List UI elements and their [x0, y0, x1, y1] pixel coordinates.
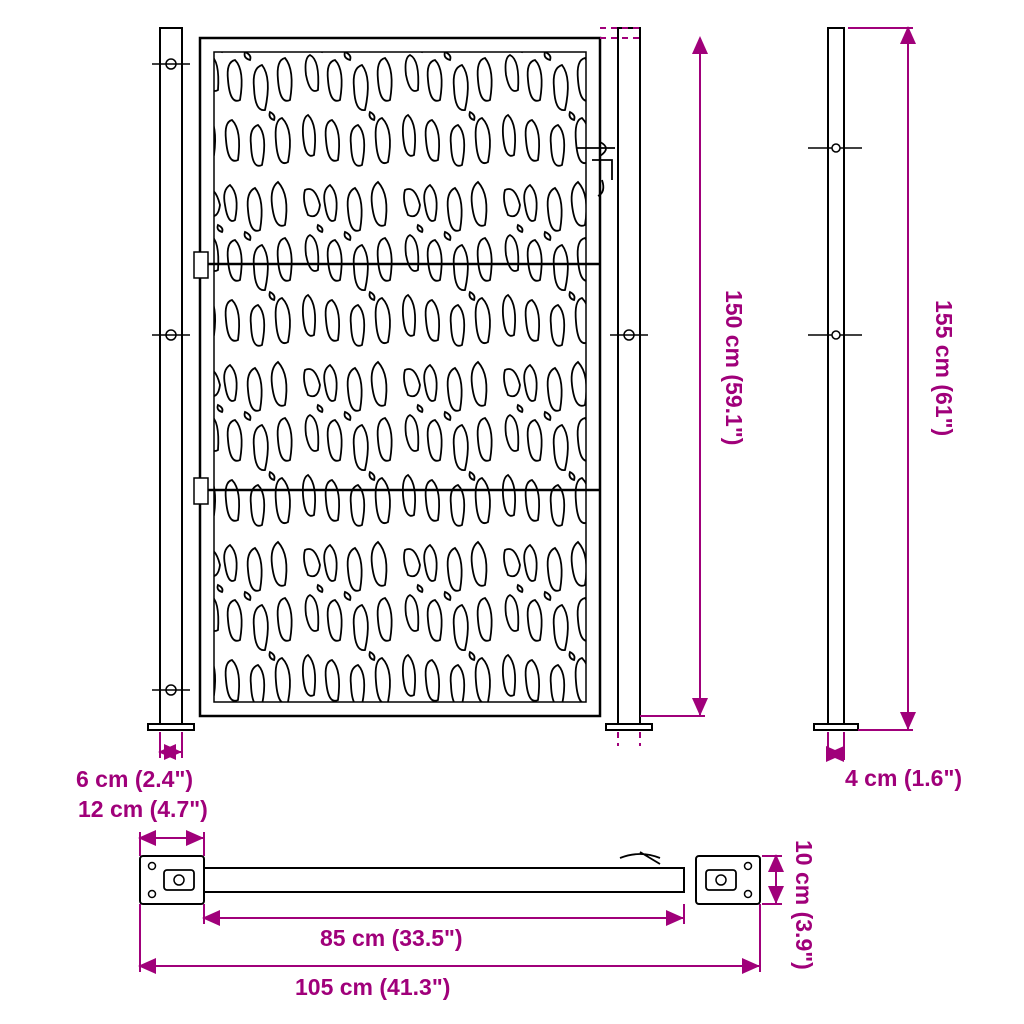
front-view [148, 28, 652, 730]
dim-105: 105 cm (41.3") [295, 974, 450, 1001]
dim-155: 155 cm (61") [930, 300, 957, 436]
top-view [140, 852, 760, 904]
side-view [808, 28, 862, 730]
dim-150: 150 cm (59.1") [720, 290, 747, 445]
dim-12: 12 cm (4.7") [78, 796, 208, 823]
dim-4: 4 cm (1.6") [845, 765, 962, 792]
technical-drawing [0, 0, 1024, 1024]
dim-10: 10 cm (3.9") [790, 840, 817, 970]
dim-6: 6 cm (2.4") [76, 766, 193, 793]
dim-85: 85 cm (33.5") [320, 925, 463, 952]
